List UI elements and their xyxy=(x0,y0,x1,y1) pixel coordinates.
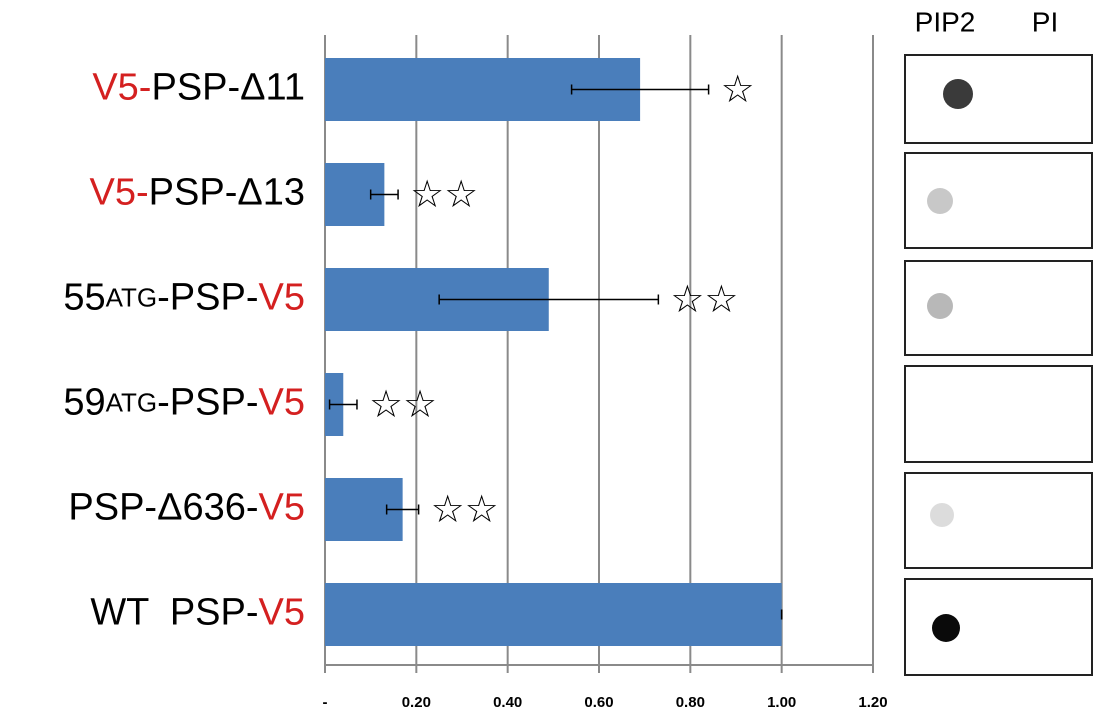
x-tick-label: 0.20 xyxy=(402,694,431,711)
significance-stars: ☆☆ xyxy=(431,487,499,531)
label-part: V5- xyxy=(90,172,149,214)
y-tick-label: 55ATG-PSP-V5 xyxy=(63,277,305,319)
label-part: PSP-Δ13 xyxy=(149,172,305,214)
blot-dot xyxy=(932,614,960,642)
y-tick-label: 59ATG-PSP-V5 xyxy=(63,382,305,424)
label-part: 59 xyxy=(63,382,105,424)
label-part: WT PSP- xyxy=(90,592,258,634)
y-tick-label: WT PSP-V5 xyxy=(90,592,305,634)
blot-dot xyxy=(943,79,973,109)
x-tick-label: 0.60 xyxy=(584,694,613,711)
label-part: -PSP- xyxy=(157,382,258,424)
x-tick-label: 0.80 xyxy=(676,694,705,711)
label-part: -PSP- xyxy=(157,277,258,319)
significance-stars: ☆☆ xyxy=(670,277,738,321)
figure: PIP2 PI -0.200.400.600.801.001.20V5-PSP-… xyxy=(0,0,1094,717)
significance-stars: ☆ xyxy=(721,67,755,111)
label-part: PSP-Δ11 xyxy=(151,67,305,109)
x-tick-label: 0.40 xyxy=(493,694,522,711)
blot-column-label: PI xyxy=(1032,6,1058,37)
label-part: 55 xyxy=(63,277,105,319)
x-tick-label: - xyxy=(323,694,328,711)
label-part: PSP-Δ636- xyxy=(68,487,258,529)
blot-column-label: PIP2 xyxy=(915,6,976,37)
y-tick-label: PSP-Δ636-V5 xyxy=(68,487,305,529)
x-tick-label: 1.00 xyxy=(767,694,796,711)
blot-box xyxy=(905,366,1092,462)
blot-dot xyxy=(930,503,954,527)
bar xyxy=(325,583,782,646)
label-part: V5- xyxy=(92,67,151,109)
label-part: V5 xyxy=(259,487,305,529)
blot-panel xyxy=(905,55,1092,675)
label-part: V5 xyxy=(259,382,305,424)
label-part: V5 xyxy=(259,592,305,634)
blot-box xyxy=(905,55,1092,143)
blot-dot xyxy=(927,188,953,214)
label-part: ATG xyxy=(106,387,158,417)
y-tick-label: V5-PSP-Δ11 xyxy=(92,67,305,109)
label-part: ATG xyxy=(106,282,158,312)
blot-dot xyxy=(927,293,953,319)
significance-stars: ☆☆ xyxy=(410,172,478,216)
y-tick-label: V5-PSP-Δ13 xyxy=(90,172,305,214)
x-tick-label: 1.20 xyxy=(858,694,887,711)
significance-stars: ☆☆ xyxy=(369,382,437,426)
label-part: V5 xyxy=(259,277,305,319)
